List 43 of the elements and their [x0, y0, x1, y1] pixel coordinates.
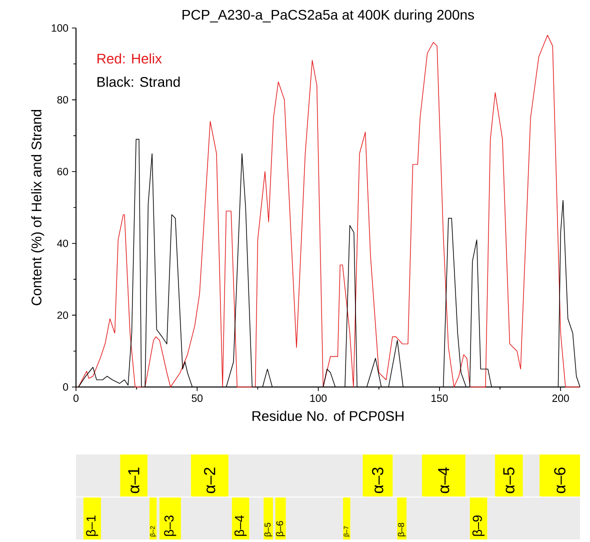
data-label: β–8 [398, 522, 406, 536]
data-label: β–4 [234, 515, 247, 536]
y-tick-label: 100 [52, 24, 68, 32]
bar [264, 498, 273, 540]
x-tick-label: 100 [310, 394, 327, 402]
bar [120, 454, 148, 496]
data-label: β–1 [86, 516, 98, 536]
bar [190, 454, 228, 496]
annotation: Black: Strand [97, 76, 180, 87]
annotation: Red: Helix [97, 53, 162, 64]
y-tick-label: 40 [57, 240, 68, 248]
data-label: α–5 [503, 468, 514, 494]
data-label: α–4 [438, 467, 450, 494]
bar [149, 498, 157, 540]
x-tick-label: 50 [192, 394, 203, 402]
y-tick-label: 80 [57, 96, 68, 104]
data-label: α–1 [128, 468, 140, 494]
data-label: α–6 [554, 468, 566, 494]
bar [397, 498, 407, 540]
bar [362, 454, 393, 496]
y-tick-label: 60 [57, 168, 68, 176]
bar [232, 498, 250, 540]
x-tick-label: 200 [552, 394, 569, 402]
y-tick-label: 0 [63, 383, 68, 391]
x-tick-label: 0 [73, 394, 78, 402]
bar [494, 454, 523, 496]
bar [422, 454, 466, 496]
bar [159, 498, 181, 540]
y-axis-title: Content (%) of Helix and Strand [31, 110, 44, 306]
data-label: β–5 [264, 522, 272, 536]
data-label: α–3 [372, 468, 384, 494]
chart-title: PCP_A230-a_PaCS2a5a at 400K during 200ns [182, 9, 474, 22]
bar [275, 498, 286, 540]
data-label: α–2 [204, 468, 216, 494]
bar [540, 454, 580, 496]
data-label: β–6 [276, 521, 285, 536]
bar [83, 498, 101, 540]
y-tick-label: 20 [57, 312, 68, 319]
x-axis-title: Residue No. of PCP0SH [252, 410, 404, 422]
data-label: β–3 [164, 516, 176, 536]
bar [343, 498, 350, 540]
data-label: β–9 [472, 516, 485, 536]
x-tick-label: 150 [432, 394, 448, 402]
